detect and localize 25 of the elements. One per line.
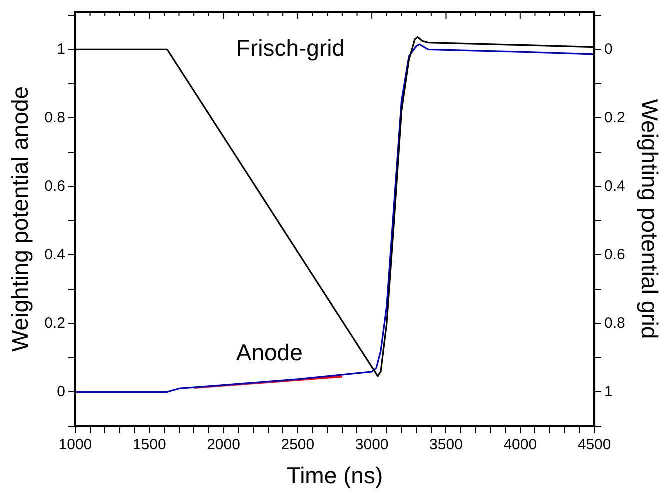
y2-tick-label: 0.2 — [604, 109, 626, 126]
x-tick-label: 1000 — [58, 436, 92, 454]
y2-tick-label: 0.8 — [604, 314, 626, 332]
y-tick-label: 0.4 — [44, 246, 66, 264]
x-axis-title: Time (ns) — [286, 462, 384, 489]
y-tick-label: 0.8 — [44, 109, 66, 126]
y-tick-label: 0.2 — [44, 314, 66, 332]
x-tick-label: 1500 — [132, 436, 166, 454]
y2-tick-label: 0 — [604, 40, 613, 58]
x-tick-label: 3500 — [430, 436, 463, 454]
y2-tick-label: 0.4 — [604, 178, 626, 195]
y-axis-title: Weighting potential anode — [7, 86, 34, 352]
y-tick-label: 1 — [57, 40, 66, 58]
x-tick-label: 4000 — [504, 436, 538, 454]
x-tick-label: 4500 — [578, 436, 612, 454]
x-tick-label: 2500 — [281, 436, 315, 454]
y2-tick-label: 0.6 — [604, 246, 626, 264]
annotation: Anode — [236, 339, 303, 366]
x-tick-label: 3000 — [355, 436, 389, 454]
x-tick-label: 2000 — [207, 436, 240, 454]
y-tick-label: 0 — [57, 383, 66, 400]
annotation: Frisch-grid — [236, 35, 345, 62]
y2-tick-label: 1 — [604, 383, 613, 400]
y2-axis-title: Weighting potential grid — [636, 99, 663, 340]
y-tick-label: 0.6 — [44, 178, 66, 195]
